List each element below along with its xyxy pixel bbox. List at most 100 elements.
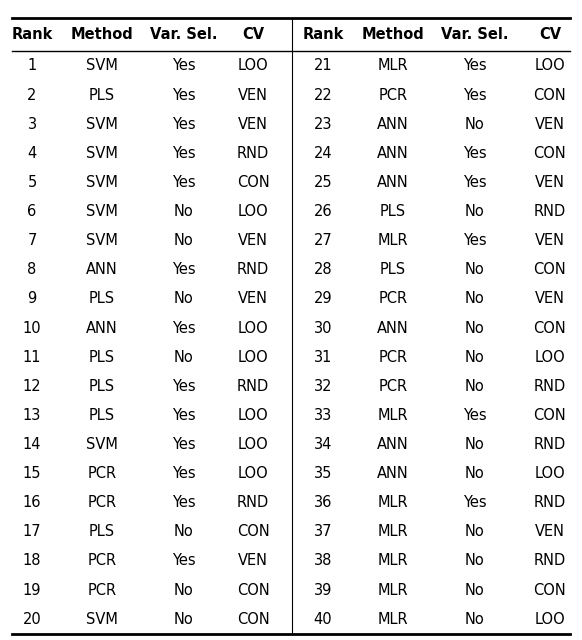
Text: 8: 8 — [27, 262, 37, 277]
Text: Yes: Yes — [172, 58, 195, 74]
Text: SVM: SVM — [86, 116, 118, 132]
Text: Yes: Yes — [463, 146, 486, 161]
Text: Yes: Yes — [172, 262, 195, 277]
Text: 38: 38 — [314, 554, 332, 568]
Text: PCR: PCR — [378, 349, 407, 365]
Text: 25: 25 — [314, 175, 332, 190]
Text: VEN: VEN — [535, 233, 565, 248]
Text: 1: 1 — [27, 58, 37, 74]
Text: 21: 21 — [314, 58, 332, 74]
Text: 31: 31 — [314, 349, 332, 365]
Text: No: No — [173, 233, 193, 248]
Text: VEN: VEN — [535, 175, 565, 190]
Text: PCR: PCR — [87, 554, 116, 568]
Text: No: No — [464, 612, 484, 627]
Text: No: No — [464, 554, 484, 568]
Text: 13: 13 — [23, 408, 41, 423]
Text: SVM: SVM — [86, 204, 118, 219]
Text: VEN: VEN — [238, 554, 268, 568]
Text: 19: 19 — [23, 582, 41, 598]
Text: RND: RND — [237, 495, 269, 510]
Text: 23: 23 — [314, 116, 332, 132]
Text: 24: 24 — [314, 146, 332, 161]
Text: RND: RND — [534, 554, 566, 568]
Text: LOO: LOO — [535, 58, 565, 74]
Text: 32: 32 — [314, 379, 332, 394]
Text: Yes: Yes — [172, 146, 195, 161]
Text: LOO: LOO — [238, 408, 268, 423]
Text: No: No — [464, 321, 484, 335]
Text: PCR: PCR — [87, 495, 116, 510]
Text: 4: 4 — [27, 146, 37, 161]
Text: ANN: ANN — [377, 437, 409, 452]
Text: CON: CON — [237, 175, 269, 190]
Text: Yes: Yes — [172, 466, 195, 481]
Text: 9: 9 — [27, 291, 37, 307]
Text: LOO: LOO — [535, 349, 565, 365]
Text: No: No — [173, 524, 193, 540]
Text: RND: RND — [237, 146, 269, 161]
Text: VEN: VEN — [238, 291, 268, 307]
Text: LOO: LOO — [535, 466, 565, 481]
Text: RND: RND — [534, 437, 566, 452]
Text: LOO: LOO — [238, 58, 268, 74]
Text: Yes: Yes — [172, 321, 195, 335]
Text: VEN: VEN — [238, 116, 268, 132]
Text: RND: RND — [534, 379, 566, 394]
Text: 29: 29 — [314, 291, 332, 307]
Text: 28: 28 — [314, 262, 332, 277]
Text: Yes: Yes — [172, 554, 195, 568]
Text: VEN: VEN — [535, 524, 565, 540]
Text: Yes: Yes — [463, 58, 486, 74]
Text: LOO: LOO — [238, 466, 268, 481]
Text: PCR: PCR — [378, 379, 407, 394]
Text: No: No — [464, 291, 484, 307]
Text: VEN: VEN — [238, 233, 268, 248]
Text: No: No — [464, 204, 484, 219]
Text: RND: RND — [237, 262, 269, 277]
Text: Var. Sel.: Var. Sel. — [150, 27, 217, 42]
Text: Method: Method — [361, 27, 424, 42]
Text: SVM: SVM — [86, 612, 118, 627]
Text: ANN: ANN — [86, 262, 118, 277]
Text: Yes: Yes — [172, 437, 195, 452]
Text: CON: CON — [534, 262, 566, 277]
Text: No: No — [464, 262, 484, 277]
Text: LOO: LOO — [238, 204, 268, 219]
Text: SVM: SVM — [86, 233, 118, 248]
Text: 12: 12 — [23, 379, 41, 394]
Text: 40: 40 — [314, 612, 332, 627]
Text: VEN: VEN — [535, 291, 565, 307]
Text: Method: Method — [70, 27, 133, 42]
Text: No: No — [464, 379, 484, 394]
Text: ANN: ANN — [377, 116, 409, 132]
Text: CON: CON — [534, 408, 566, 423]
Text: 10: 10 — [23, 321, 41, 335]
Text: No: No — [173, 349, 193, 365]
Text: PLS: PLS — [89, 88, 115, 102]
Text: 30: 30 — [314, 321, 332, 335]
Text: No: No — [464, 524, 484, 540]
Text: PCR: PCR — [378, 291, 407, 307]
Text: No: No — [173, 612, 193, 627]
Text: 33: 33 — [314, 408, 332, 423]
Text: MLR: MLR — [378, 495, 408, 510]
Text: PCR: PCR — [87, 582, 116, 598]
Text: 15: 15 — [23, 466, 41, 481]
Text: 27: 27 — [314, 233, 332, 248]
Text: SVM: SVM — [86, 146, 118, 161]
Text: CON: CON — [534, 146, 566, 161]
Text: PCR: PCR — [378, 88, 407, 102]
Text: MLR: MLR — [378, 408, 408, 423]
Text: LOO: LOO — [238, 321, 268, 335]
Text: MLR: MLR — [378, 582, 408, 598]
Text: Rank: Rank — [302, 27, 344, 42]
Text: 35: 35 — [314, 466, 332, 481]
Text: Yes: Yes — [463, 175, 486, 190]
Text: 6: 6 — [27, 204, 37, 219]
Text: MLR: MLR — [378, 58, 408, 74]
Text: CON: CON — [237, 524, 269, 540]
Text: SVM: SVM — [86, 58, 118, 74]
Text: PLS: PLS — [89, 408, 115, 423]
Text: Yes: Yes — [172, 88, 195, 102]
